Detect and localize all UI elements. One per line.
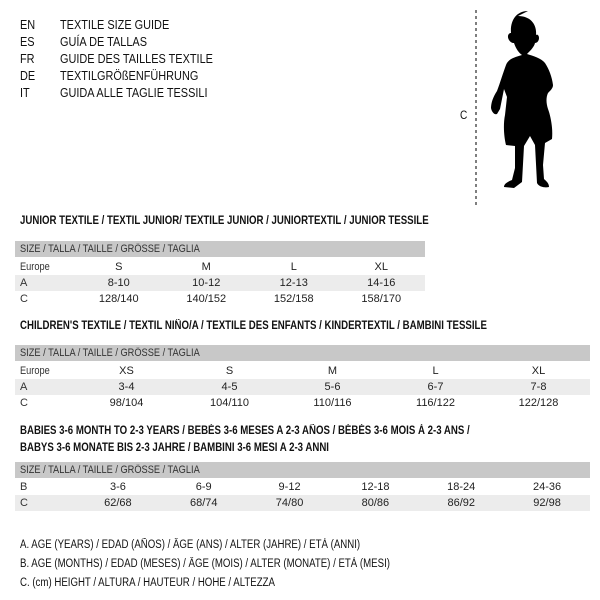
language-code: IT [20,85,30,100]
language-code: ES [20,34,35,49]
baby-silhouette-icon [475,10,553,207]
babies-title-line2: BABYS 3-6 MONATE BIS 2-3 JAHRE / BAMBINI… [20,442,329,454]
table-row: B 3-6 6-9 9-12 12-18 18-24 24-36 [20,481,562,493]
guide-title: TEXTILE SIZE GUIDE [60,17,170,32]
legend-notes: A. AGE (YEARS) / EDAD (AÑOS) / ÂGE (ANS)… [20,536,460,593]
guide-title: GUÍA DE TALLAS [60,34,147,49]
table-header: SIZE / TALLA / TAILLE / GRÖSSE / TAGLIA [15,462,590,478]
table-header: SIZE / TALLA / TAILLE / GRÖSSE / TAGLIA [15,345,590,361]
guide-title: GUIDA ALLE TAGLIE TESSILI [60,85,208,100]
table-row: A 3-4 4-5 5-6 6-7 7-8 [15,379,590,395]
table-row: C 98/104 104/110 110/116 116/122 122/128 [20,397,559,409]
junior-size-table: SIZE / TALLA / TAILLE / GRÖSSE / TAGLIA … [15,241,425,307]
language-code: FR [20,51,35,66]
guide-title: GUIDE DES TAILLES TEXTILE [60,51,213,66]
junior-title: JUNIOR TEXTILE / TEXTIL JUNIOR/ TEXTILE … [20,215,429,227]
height-label: C [460,108,468,122]
children-size-table: SIZE / TALLA / TAILLE / GRÖSSE / TAGLIA … [15,345,590,411]
babies-size-table: SIZE / TALLA / TAILLE / GRÖSSE / TAGLIA … [15,462,590,511]
table-row: Europe S M L XL [20,261,388,273]
note-b: B. AGE (MONTHS) / EDAD (MESES) / ÂGE (MO… [20,558,390,570]
language-code: EN [20,17,36,32]
table-row: C 62/68 68/74 74/80 80/86 86/92 92/98 [15,495,590,511]
guide-title: TEXTILGRÖßENFÜHRUNG [60,68,199,83]
children-title: CHILDREN'S TEXTILE / TEXTIL NIÑO/A / TEX… [20,320,487,332]
table-header: SIZE / TALLA / TAILLE / GRÖSSE / TAGLIA [15,241,425,257]
table-row: C 128/140 140/152 152/158 158/170 [20,293,402,305]
table-row: Europe XS S M L XL [20,365,546,377]
table-row: A 8-10 10-12 12-13 14-16 [15,275,425,291]
language-code: DE [20,68,36,83]
note-c: C. (cm) HEIGHT / ALTURA / HAUTEUR / HÖHE… [20,577,275,589]
note-a: A. AGE (YEARS) / EDAD (AÑOS) / ÂGE (ANS)… [20,539,361,551]
babies-title-line1: BABIES 3-6 MONTH TO 2-3 YEARS / BEBÉS 3-… [20,425,470,437]
